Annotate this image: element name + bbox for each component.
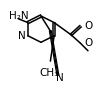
Text: N: N (56, 73, 64, 83)
Text: H₂N: H₂N (9, 11, 29, 21)
Text: O: O (84, 38, 92, 48)
Text: N: N (18, 31, 26, 41)
Text: O: O (84, 21, 92, 31)
Text: CH₃: CH₃ (39, 68, 58, 78)
